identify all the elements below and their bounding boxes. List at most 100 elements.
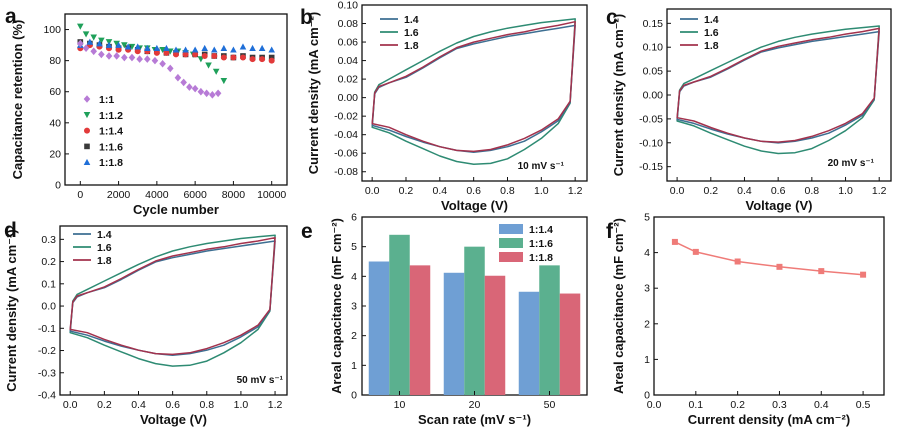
data-point-triangle-down [220,78,228,85]
y-tick-label: 0.15 [643,18,664,30]
y-tick-label: 0.1 [41,278,56,290]
y-tick-label: 0.04 [338,55,359,67]
x-tick-label: 0.2 [399,185,414,197]
y-tick-label: 0.0 [41,301,56,313]
legend-label: 1:1.6 [529,238,553,250]
legend-label: 1:1 [99,94,114,106]
y-tick-label: 0.08 [338,18,359,30]
data-point-triangle-up [134,43,142,50]
data-point-diamond [186,83,193,91]
y-tick-label: 100 [43,24,61,36]
y-axis-label: Current density (mA cm⁻²) [4,229,19,391]
bar-1:1.8-10 [409,265,431,395]
data-point-triangle-down [90,34,98,41]
x-tick-label: 10000 [257,189,286,201]
y-tick-label: 2 [644,318,650,330]
panel-label-a: a [5,5,17,28]
x-axis-label: Current density (mA cm⁻²) [688,412,850,427]
data-point-circle [173,51,179,58]
legend-label: 1.6 [704,27,719,39]
panel-label-e: e [301,220,313,243]
x-tick-label: 0 [77,189,83,201]
data-point-diamond [197,87,205,96]
data-point-triangle-up [258,44,266,51]
x-tick-label: 0.0 [365,185,380,197]
data-point-diamond [105,52,113,60]
legend: 1.41.61.8 [73,229,112,267]
data-point-triangle-down [113,40,120,47]
x-tick-label: 6000 [183,189,207,201]
y-tick-label: -0.1 [38,323,56,335]
legend-label: 1:1.8 [99,157,123,169]
y-axis-label: Areal capacitance (mF cm⁻²) [611,218,626,394]
data-point-triangle-up [96,40,103,47]
data-point-diamond [83,95,91,103]
data-point-triangle-up [105,41,113,48]
x-axis-label: Voltage (V) [140,412,207,427]
bar-1:1.6-10 [389,234,410,395]
y-tick-label: 60 [49,86,61,98]
data-point-square [776,263,783,270]
data-point-diamond [203,89,210,98]
bar-1:1.8-50 [559,293,581,395]
data-point-diamond [180,78,187,87]
x-tick-label: 0.0 [670,185,685,197]
x-tick-label: 0.6 [466,185,481,197]
y-tick-label: -0.2 [38,345,56,357]
x-tick-label: 10 [394,399,406,411]
x-tick-label: 0.8 [199,399,214,411]
x-tick-label: 0.8 [805,185,820,197]
legend-label: 1.8 [97,255,112,267]
legend-label: 1:1.8 [529,252,553,264]
plot-frame [64,13,288,186]
y-tick-label: 6 [351,212,357,224]
panel-f: 0.0 0.1 0.2 0.3 0.4 0.5 0 1 2 3 4 5 Current density … [611,212,885,427]
x-tick-label: 0.4 [814,399,829,411]
plot-frame [59,225,288,396]
x-tick-label: 0.5 [856,399,871,411]
x-tick-label: 0.2 [703,185,718,197]
y-tick-label: -0.4 [38,390,56,402]
data-point-diamond [82,44,90,52]
data-point-triangle-up [230,46,237,53]
y-tick-label: 0.00 [338,92,359,104]
y-tick-label: -0.08 [334,166,358,178]
data-point-triangle-up [143,44,151,51]
y-tick-label: 20 [49,148,61,160]
plot-frame [361,4,588,182]
x-tick-label: 0.0 [647,399,662,411]
plot-frame [653,216,885,396]
data-point-triangle-up [210,46,218,53]
data-point-diamond [98,50,105,59]
y-tick-label: 40 [49,117,61,129]
data-point-triangle-up [163,44,170,51]
data-point-diamond [143,55,151,63]
legend-swatch [499,252,523,262]
data-point-triangle-up [86,38,94,45]
data-point-circle [134,48,141,55]
x-tick-label: 0.1 [689,399,704,411]
data-point-diamond [166,64,174,73]
x-tick-label: 0.6 [771,185,786,197]
legend-swatch [499,238,523,248]
data-point-triangle-down [121,42,128,49]
data-point-triangle-up [268,46,275,53]
data-point-triangle-down [205,62,212,69]
data-point-square [268,54,275,61]
y-tick-label: -0.10 [639,137,663,149]
scan-rate-annotation: 50 mV s⁻¹ [237,375,284,386]
data-point-circle [239,54,246,61]
series-1:1 [77,39,222,99]
y-tick-label: -0.3 [38,367,56,379]
data-point-square [84,143,90,150]
data-point-circle [220,54,227,61]
data-point-circle [192,51,199,58]
x-axis-label: Cycle number [133,202,219,217]
x-tick-label: 1.0 [234,399,249,411]
x-tick-label: 0.2 [730,399,745,411]
x-tick-label: 0.4 [131,399,146,411]
data-point-triangle-down [83,112,91,119]
data-point-diamond [151,56,159,65]
x-tick-label: 50 [544,399,556,411]
x-tick-label: 1.2 [872,185,887,197]
